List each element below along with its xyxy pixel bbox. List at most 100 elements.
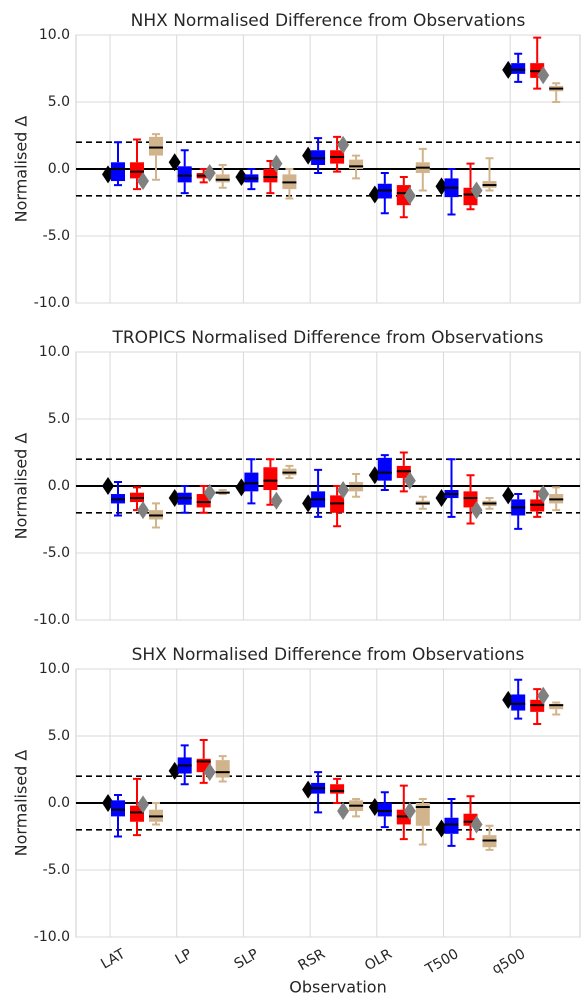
- lower-whisker: [133, 178, 141, 191]
- diamond-marker: [337, 135, 350, 154]
- upper-whisker: [380, 454, 389, 458]
- y-axis-label: Normalised Δ: [12, 750, 31, 857]
- lower-whisker: [533, 511, 542, 518]
- upper-whisker: [180, 485, 189, 493]
- y-tick-label: 5.0: [48, 94, 70, 110]
- lower-whisker: [152, 821, 160, 826]
- lower-whisker: [133, 821, 141, 837]
- lower-whisker: [247, 491, 256, 505]
- upper-whisker: [133, 138, 141, 163]
- x-tick-label: SLP: [232, 946, 262, 972]
- upper-whisker: [218, 163, 227, 175]
- y-tick-label: 10.0: [39, 27, 70, 43]
- lower-whisker: [114, 503, 122, 517]
- lower-whisker: [514, 73, 523, 83]
- lower-whisker: [399, 477, 408, 493]
- lower-whisker: [514, 515, 523, 530]
- diamond-marker: [270, 154, 283, 173]
- y-tick-label: 10.0: [39, 344, 70, 360]
- lower-whisker: [180, 504, 189, 514]
- upper-whisker: [352, 797, 361, 801]
- diamond-marker: [537, 485, 550, 504]
- diamond-marker: [403, 471, 416, 490]
- lower-whisker: [199, 772, 208, 784]
- upper-whisker: [314, 468, 323, 492]
- lower-whisker: [380, 480, 389, 492]
- y-tick-label: -5.0: [43, 862, 70, 878]
- box: [349, 159, 364, 169]
- box: [415, 803, 430, 826]
- upper-whisker: [514, 52, 523, 64]
- lower-whisker: [418, 825, 427, 846]
- box: [111, 162, 125, 182]
- diamond-marker: [502, 60, 515, 79]
- upper-whisker: [399, 451, 408, 466]
- upper-whisker: [466, 795, 475, 814]
- upper-whisker: [285, 464, 294, 469]
- diamond-marker: [337, 481, 350, 500]
- lower-whisker: [247, 182, 256, 191]
- upper-whisker: [399, 784, 408, 810]
- lower-whisker: [285, 475, 294, 479]
- y-tick-label: -5.0: [43, 228, 70, 244]
- upper-whisker: [380, 172, 389, 184]
- diamond-marker: [203, 483, 216, 502]
- lower-whisker: [447, 197, 456, 216]
- lower-whisker: [352, 169, 361, 180]
- lower-whisker: [266, 490, 275, 506]
- lower-whisker: [533, 711, 542, 725]
- diamond-marker: [470, 815, 483, 834]
- lower-whisker: [333, 512, 342, 528]
- box: [149, 136, 163, 156]
- box: [511, 694, 526, 711]
- chart-title: NHX Normalised Difference from Observati…: [131, 11, 526, 31]
- lower-whisker: [314, 164, 323, 175]
- lower-whisker: [466, 205, 475, 211]
- upper-whisker: [247, 458, 256, 473]
- x-tick-label: LAT: [98, 946, 128, 973]
- diamond-marker: [537, 66, 550, 85]
- y-tick-label: 0.0: [48, 795, 70, 811]
- upper-whisker: [333, 777, 342, 785]
- upper-whisker: [485, 157, 494, 182]
- upper-whisker: [133, 777, 141, 806]
- lower-whisker: [552, 709, 561, 716]
- lower-whisker: [114, 816, 122, 838]
- lower-whisker: [314, 507, 323, 518]
- box: [244, 472, 259, 492]
- upper-whisker: [314, 771, 323, 783]
- upper-whisker: [447, 797, 456, 818]
- lower-whisker: [399, 205, 408, 219]
- lower-whisker: [533, 77, 542, 90]
- y-tick-label: 5.0: [48, 411, 70, 427]
- upper-whisker: [218, 755, 227, 761]
- lower-whisker: [199, 178, 208, 184]
- upper-whisker: [152, 133, 160, 137]
- upper-whisker: [114, 480, 122, 495]
- lower-whisker: [218, 777, 227, 783]
- upper-whisker: [552, 701, 561, 704]
- upper-whisker: [447, 168, 456, 179]
- y-tick-label: -10.0: [34, 929, 70, 945]
- box: [215, 760, 230, 778]
- upper-whisker: [352, 154, 361, 160]
- upper-whisker: [180, 149, 189, 167]
- lower-whisker: [218, 182, 227, 189]
- upper-whisker: [447, 458, 456, 491]
- y-tick-label: -10.0: [34, 612, 70, 628]
- x-axis-label: Observation: [289, 978, 386, 997]
- lower-whisker: [152, 519, 160, 529]
- y-tick-label: 0.0: [48, 478, 70, 494]
- diamond-marker: [537, 686, 550, 705]
- upper-whisker: [399, 176, 408, 186]
- upper-whisker: [314, 137, 323, 151]
- upper-whisker: [199, 739, 208, 759]
- upper-whisker: [418, 797, 427, 803]
- box: [330, 784, 345, 794]
- diamond-marker: [403, 186, 416, 205]
- upper-whisker: [152, 502, 160, 511]
- upper-whisker: [552, 82, 561, 86]
- lower-whisker: [552, 503, 561, 512]
- lower-whisker: [199, 507, 208, 514]
- box: [215, 174, 230, 183]
